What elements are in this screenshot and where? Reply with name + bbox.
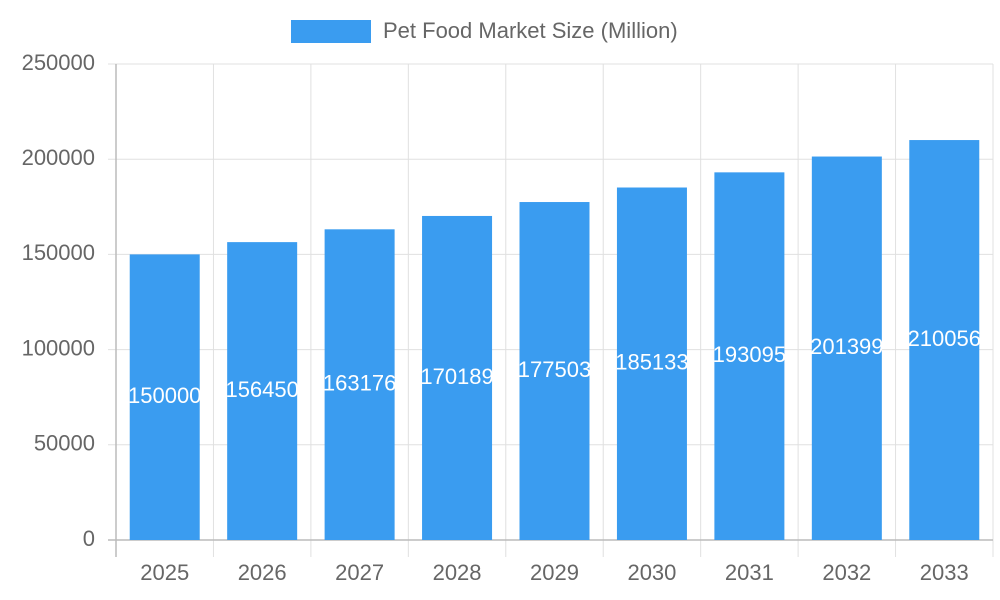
data-label: 163176	[323, 370, 396, 395]
bar	[519, 202, 590, 540]
data-label: 177503	[518, 357, 591, 382]
x-tick-label: 2026	[238, 560, 287, 585]
y-tick-label: 100000	[22, 335, 95, 360]
bar	[227, 242, 298, 540]
data-label: 210056	[908, 326, 981, 351]
bar	[616, 187, 687, 540]
legend-swatch	[291, 20, 371, 43]
data-label: 201399	[810, 334, 883, 359]
data-label: 156450	[225, 377, 298, 402]
bar	[324, 229, 395, 540]
bar	[129, 254, 200, 540]
y-tick-label: 50000	[34, 431, 95, 456]
x-tick-label: 2031	[725, 560, 774, 585]
data-label: 185133	[615, 350, 688, 375]
x-tick-label: 2029	[530, 560, 579, 585]
x-tick-label: 2030	[627, 560, 676, 585]
bar	[811, 156, 882, 540]
x-tick-label: 2025	[140, 560, 189, 585]
bar	[909, 140, 980, 540]
bar	[714, 172, 785, 541]
x-tick-label: 2033	[920, 560, 969, 585]
y-tick-label: 250000	[22, 50, 95, 75]
x-tick-label: 2028	[433, 560, 482, 585]
legend-label: Pet Food Market Size (Million)	[383, 18, 678, 43]
data-label: 193095	[713, 342, 786, 367]
y-tick-label: 150000	[22, 240, 95, 265]
bar	[422, 215, 493, 540]
data-label: 150000	[128, 383, 201, 408]
x-tick-label: 2032	[822, 560, 871, 585]
y-tick-label: 200000	[22, 145, 95, 170]
y-tick-label: 0	[83, 526, 95, 551]
data-label: 170189	[420, 364, 493, 389]
x-tick-label: 2027	[335, 560, 384, 585]
